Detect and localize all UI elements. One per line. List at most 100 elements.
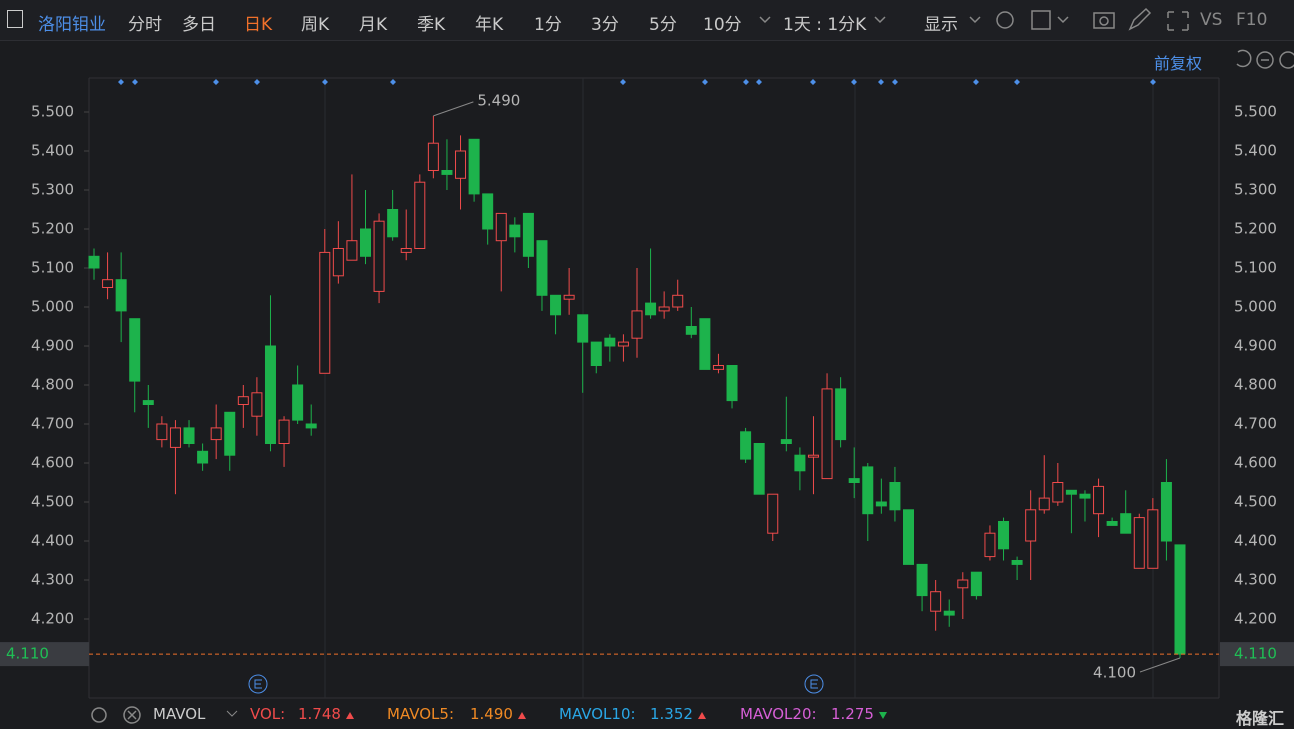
candle-body	[726, 365, 738, 402]
y-tick-label-right: 5.200	[1234, 220, 1277, 238]
period-select[interactable]: 1天 : 1分K	[783, 15, 867, 35]
tab[interactable]: 分时	[128, 15, 162, 35]
indicator-value: 1.748	[298, 705, 341, 723]
indicator-label: MAVOL20:	[740, 705, 817, 723]
indicator-name[interactable]: MAVOL	[153, 705, 206, 723]
y-tick-label: 4.900	[31, 337, 74, 355]
dropdown[interactable]	[226, 710, 238, 717]
tab[interactable]: 季K	[417, 15, 446, 35]
icons	[759, 7, 1294, 69]
candle-body	[1079, 493, 1091, 499]
toolbar	[0, 0, 1294, 41]
tab[interactable]: 多日	[182, 15, 216, 35]
candle-body	[617, 341, 629, 347]
candle-body	[984, 532, 996, 558]
candle-body	[740, 431, 752, 460]
annotation: 4.100	[1093, 664, 1136, 682]
candle-body	[1106, 521, 1118, 526]
tab[interactable]: 周K	[301, 15, 330, 35]
y-tick-label: 4.600	[31, 454, 74, 472]
y-tick-label-right: 4.800	[1234, 376, 1277, 394]
tab[interactable]: 10分	[703, 15, 742, 35]
candle-body	[1133, 517, 1145, 569]
close-icon[interactable]	[120, 703, 144, 727]
vs-button[interactable]: VS	[1200, 10, 1223, 30]
candle-body	[875, 501, 887, 507]
candle-body	[1038, 497, 1050, 511]
candle-body	[455, 150, 467, 179]
candle-body	[115, 279, 127, 312]
candle-body	[1120, 513, 1132, 534]
candle-body	[577, 314, 589, 343]
candle-body	[712, 365, 724, 370]
candle-body	[1065, 489, 1077, 495]
candle-body	[278, 419, 290, 445]
y-tick-label-right: 5.100	[1234, 259, 1277, 277]
annotation-line	[1139, 657, 1181, 673]
y-tick-label: 4.700	[31, 415, 74, 433]
y-tick-label: 4.500	[31, 493, 74, 511]
candle-body	[305, 423, 317, 429]
display-menu[interactable]: 显示	[924, 15, 958, 35]
candle-body	[210, 427, 222, 441]
candle-body	[753, 443, 765, 495]
candle-body	[129, 318, 141, 382]
candle-body	[1093, 485, 1105, 515]
adjust-select[interactable]: 前复权	[1154, 54, 1203, 73]
candle-body	[794, 454, 806, 472]
panel-icon[interactable]	[7, 10, 23, 28]
candle-body	[998, 521, 1010, 550]
tab[interactable]: 1分	[534, 15, 562, 35]
candle-body	[495, 212, 507, 242]
indicator-label: VOL:	[250, 705, 286, 723]
indicator-value: 1.275	[831, 705, 874, 723]
candle-body	[142, 400, 154, 406]
tab[interactable]: 5分	[649, 15, 677, 35]
tab[interactable]: 月K	[359, 15, 388, 35]
y-tick-label: 5.500	[31, 103, 74, 121]
y-tick-label-right: 5.000	[1234, 298, 1277, 316]
candle-body	[590, 341, 602, 367]
candle-body	[930, 591, 942, 612]
y-tick-label: 4.400	[31, 532, 74, 550]
candle-body	[1011, 560, 1023, 565]
candle-body	[251, 392, 263, 417]
candle-body	[441, 170, 453, 175]
y-tick-label: 5.000	[31, 298, 74, 316]
candle-body	[346, 240, 358, 261]
candle-body	[1052, 482, 1064, 503]
candle-body	[414, 181, 426, 249]
candle-body	[1160, 482, 1172, 542]
candle-body	[102, 279, 114, 289]
candle-body	[862, 466, 874, 515]
y-tick-label-right: 4.200	[1234, 610, 1277, 628]
settings-icon[interactable]	[87, 703, 111, 727]
candle-body	[360, 228, 371, 257]
y-tick-label-right: 4.700	[1234, 415, 1277, 433]
y-tick-label: 5.300	[31, 181, 74, 199]
candle-body	[604, 337, 616, 347]
candle-body	[699, 318, 711, 370]
price-tag	[0, 642, 89, 667]
candle-body	[88, 255, 100, 269]
candle-body	[685, 326, 697, 335]
candle-body	[522, 212, 534, 257]
tab[interactable]: 3分	[591, 15, 619, 35]
y-tick-label-right: 5.400	[1234, 142, 1277, 160]
price-label: 4.110	[6, 645, 49, 663]
tab[interactable]: 日K	[244, 15, 273, 35]
candle-body	[970, 571, 982, 597]
e-markers[interactable]	[248, 674, 824, 694]
indicator-label: MAVOL10:	[559, 705, 636, 723]
annotation-line	[433, 101, 474, 117]
tab[interactable]: 年K	[475, 15, 504, 35]
stock-name[interactable]: 洛阳钼业	[38, 15, 106, 35]
candle-body	[767, 493, 779, 534]
price-tag	[1220, 642, 1294, 667]
candle-body	[237, 396, 249, 406]
y-tick-label: 4.300	[31, 571, 74, 589]
f10-button[interactable]: F10	[1236, 10, 1268, 30]
trend-arrow	[518, 712, 526, 719]
candle-body	[509, 224, 521, 238]
